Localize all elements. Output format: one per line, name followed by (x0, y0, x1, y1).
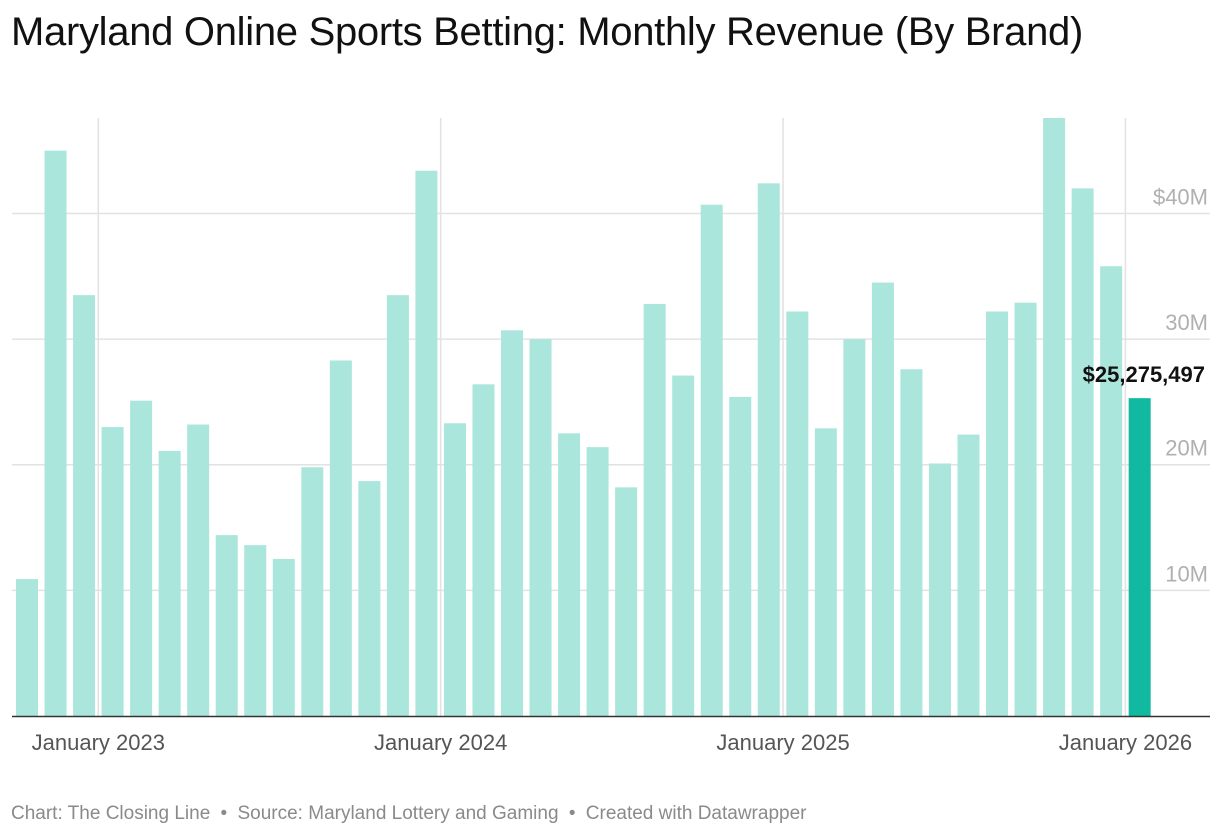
bar (871, 282, 894, 716)
y-tick-label: $40M (1153, 184, 1208, 209)
bar (986, 311, 1009, 716)
bar (957, 434, 980, 716)
highlight-value-label: $25,275,497 (1083, 362, 1205, 387)
bar (1043, 118, 1066, 716)
bar (615, 487, 638, 716)
bar (16, 579, 38, 716)
bar (443, 423, 466, 716)
bar (928, 463, 951, 716)
bar (786, 311, 809, 716)
chart-title: Maryland Online Sports Betting: Monthly … (11, 10, 1084, 54)
bar (130, 400, 153, 716)
bar (900, 369, 923, 716)
bar (358, 481, 381, 716)
bar (472, 384, 495, 716)
chart-source: Source: Maryland Lottery and Gaming (237, 803, 559, 824)
bar (700, 204, 723, 716)
bar (1014, 302, 1037, 716)
bar (814, 428, 837, 716)
bar (301, 467, 324, 716)
bar (501, 330, 524, 716)
bar (101, 427, 124, 716)
bar (1100, 266, 1123, 716)
bar (586, 447, 609, 716)
bar-highlight (1128, 398, 1151, 716)
x-tick-label: January 2024 (374, 730, 507, 755)
bar (757, 183, 780, 716)
y-tick-label: 20M (1165, 436, 1208, 461)
bars (16, 118, 1151, 717)
bar (729, 396, 752, 716)
bar (415, 170, 438, 716)
bar (244, 545, 267, 716)
bar (672, 375, 695, 716)
y-tick-label: 10M (1165, 561, 1208, 586)
bar (1071, 188, 1094, 717)
chart-footer: Chart: The Closing Line • Source: Maryla… (11, 803, 806, 825)
bar (215, 535, 238, 716)
bar (158, 450, 181, 716)
bar (386, 295, 409, 716)
created-with: Created with Datawrapper (585, 803, 807, 824)
labels: 10M 20M 30M $40M January 2023 January 2024 Jan… (32, 184, 1208, 755)
footer-separator: • (220, 803, 228, 824)
bar (558, 433, 581, 716)
x-tick-label: January 2026 (1059, 730, 1192, 755)
y-tick-label: 30M (1165, 310, 1208, 335)
bar (73, 295, 96, 716)
bar (643, 303, 666, 716)
x-tick-label: January 2023 (32, 730, 165, 755)
footer-separator: • (568, 803, 576, 824)
grid-lines (12, 118, 1210, 716)
bar (187, 424, 210, 716)
chart-credit: Chart: The Closing Line (11, 803, 211, 824)
bar (529, 339, 552, 716)
bar (843, 339, 866, 716)
bar (44, 150, 67, 716)
bar (329, 360, 352, 716)
x-tick-label: January 2025 (716, 730, 849, 755)
bar (272, 558, 295, 716)
